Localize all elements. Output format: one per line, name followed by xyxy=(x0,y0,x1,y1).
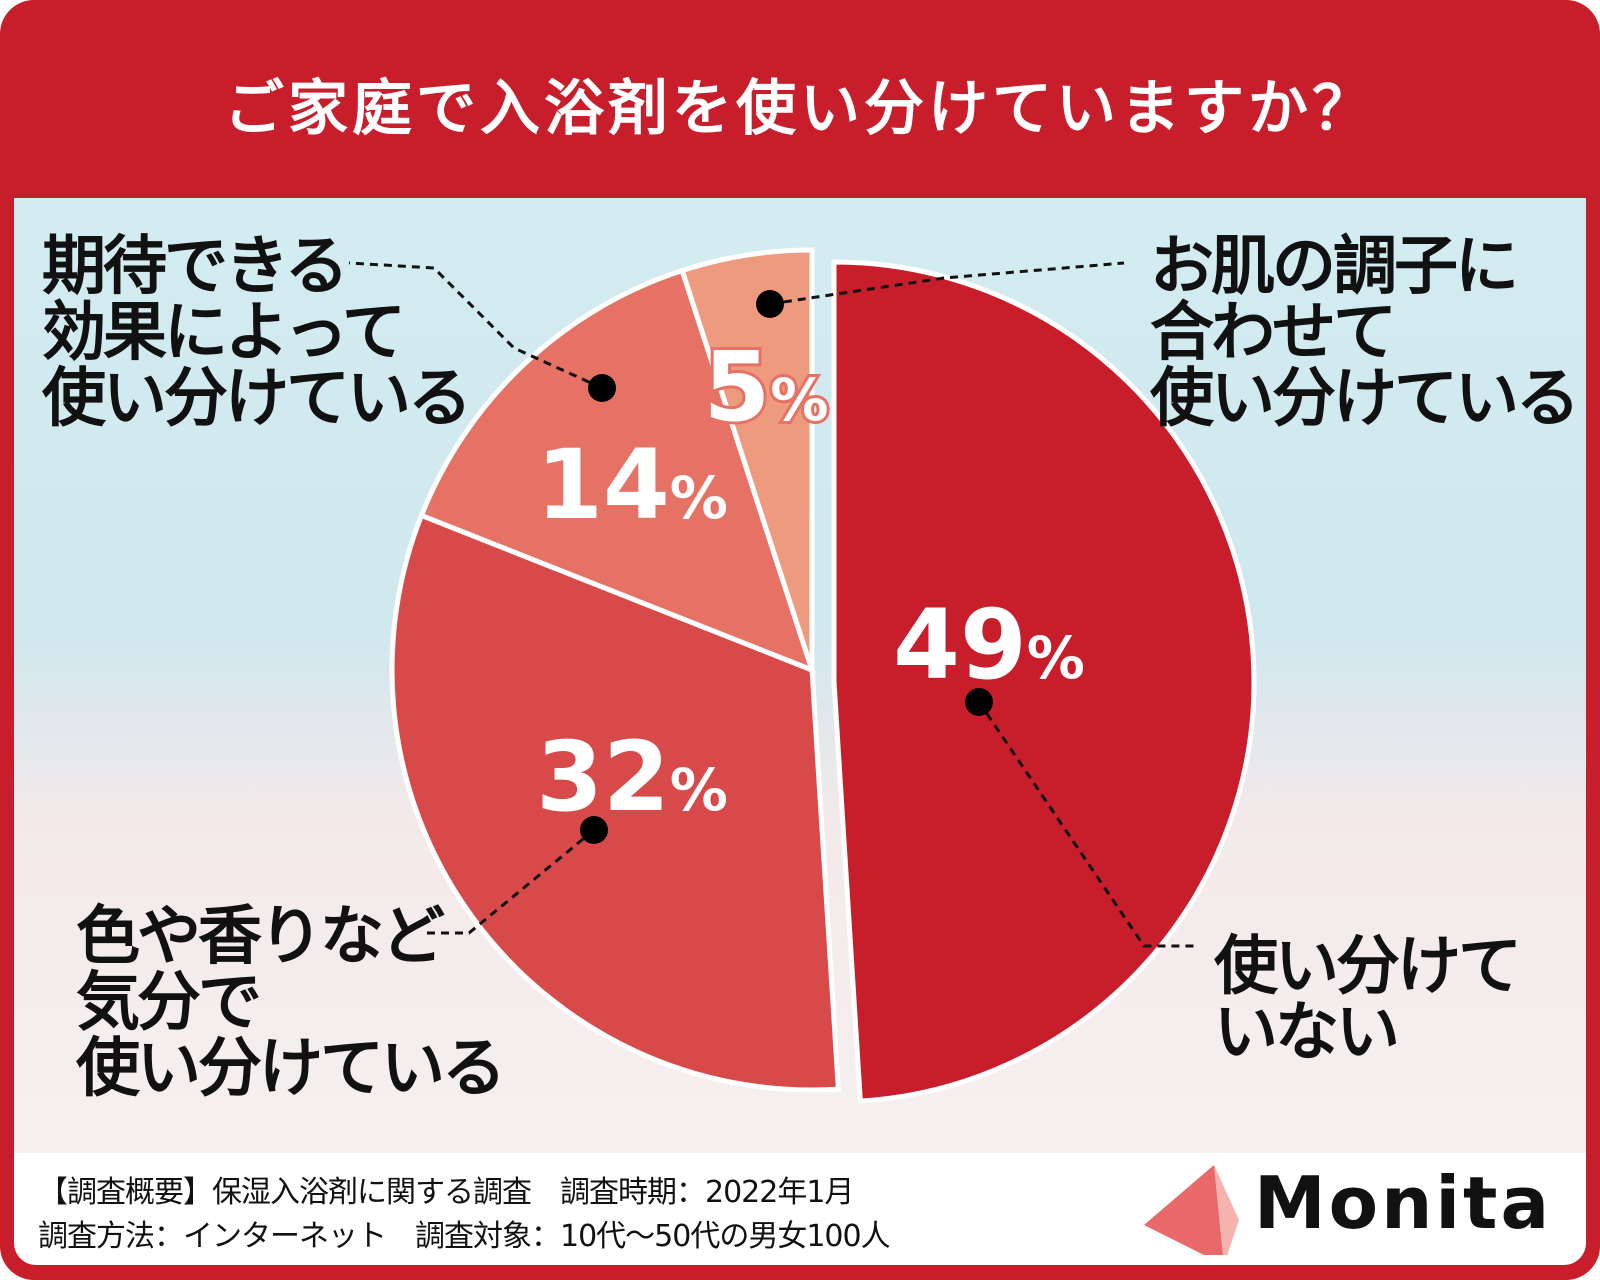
label-line: 期待できる xyxy=(42,230,349,304)
leader-line xyxy=(348,261,603,390)
chart-panel: 49% 32% 14% 5% 期待できる 効果によって 使い分けている お肌の調子に … xyxy=(14,198,1586,1153)
label-line: お肌の調子に xyxy=(1150,230,1519,304)
label-line: 使い分けている xyxy=(1150,362,1580,436)
survey-summary: 【調査概要】保湿入浴剤に関する調査 調査時期：2022年1月 xyxy=(38,1175,854,1210)
leader-dot xyxy=(588,374,616,402)
pie-slice xyxy=(831,259,1257,1104)
leader-dot xyxy=(580,816,608,844)
leader-line xyxy=(424,828,595,935)
label-mood: 色や香りなど 気分で 使い分けている xyxy=(76,900,506,1106)
label-line: 効果によって xyxy=(42,296,406,370)
pie-chart: 49% 32% 14%5% xyxy=(348,247,1257,1104)
pie-slice xyxy=(389,512,842,1093)
monita-logo-icon xyxy=(1144,1165,1239,1255)
label-line: 使い分けている xyxy=(76,1032,506,1106)
label-skin: お肌の調子に 合わせて 使い分けている xyxy=(1150,230,1580,436)
label-effect: 期待できる 効果によって 使い分けている xyxy=(42,230,472,436)
pie-slice xyxy=(679,247,815,671)
data-label: 14% xyxy=(536,429,728,541)
leader-line xyxy=(977,701,1199,948)
label-not-used: 使い分けて いない xyxy=(1214,930,1522,1070)
data-label: 5% xyxy=(704,331,829,443)
label-line: 使い分けている xyxy=(42,362,472,436)
leader-dot xyxy=(756,290,784,318)
leader-dot xyxy=(965,688,993,716)
label-line: いない xyxy=(1214,996,1400,1070)
label-line: 使い分けて xyxy=(1214,930,1522,1004)
leader-line xyxy=(769,261,1125,306)
data-label: 32% xyxy=(536,721,728,833)
label-line: 合わせて xyxy=(1150,296,1397,370)
label-line: 色や香りなど xyxy=(76,900,445,974)
chart-title: ご家庭で入浴剤を使い分けていますか？ xyxy=(224,74,1376,144)
footer: 【調査概要】保湿入浴剤に関する調査 調査時期：2022年1月 調査方法：インター… xyxy=(14,1153,1586,1265)
data-label: 49% xyxy=(893,589,1085,701)
label-line: 気分で xyxy=(76,966,262,1040)
brand-name: Monita xyxy=(1254,1161,1553,1245)
survey-method: 調査方法：インターネット 調査対象：10代〜50代の男女100人 xyxy=(38,1219,891,1254)
